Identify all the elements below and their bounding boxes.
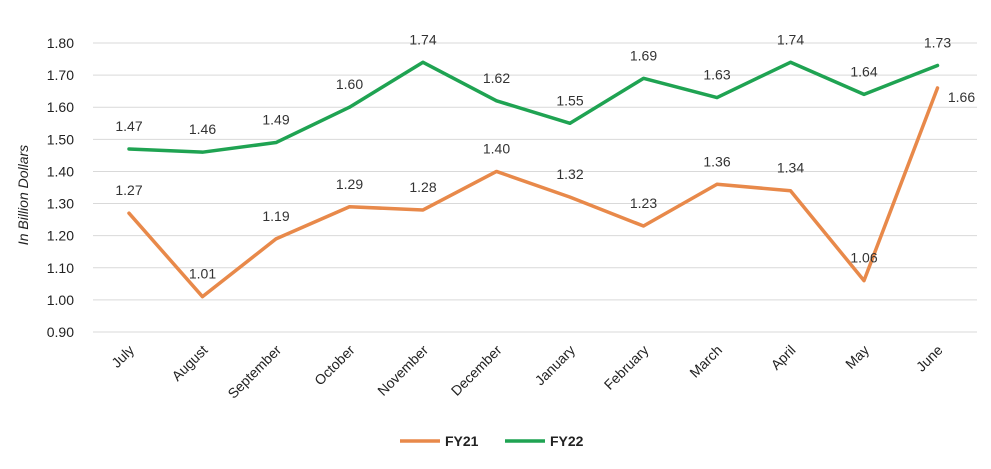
x-tick-label: January xyxy=(532,342,579,389)
x-tick-label: December xyxy=(448,342,505,399)
data-label: 1.23 xyxy=(630,195,657,211)
legend-label-fy22: FY22 xyxy=(550,433,584,449)
data-point xyxy=(568,195,572,199)
x-tick-label: August xyxy=(168,342,210,384)
legend: FY21 FY22 xyxy=(400,433,584,449)
legend-label-fy21: FY21 xyxy=(445,433,479,449)
x-tick-label: May xyxy=(842,342,872,372)
data-point xyxy=(715,96,719,100)
x-tick-label: September xyxy=(224,342,284,402)
y-axis-label: In Billion Dollars xyxy=(15,145,31,245)
data-label: 1.27 xyxy=(115,182,142,198)
data-label: 1.49 xyxy=(262,112,289,128)
data-point xyxy=(568,121,572,125)
data-label: 1.01 xyxy=(189,266,216,282)
data-point xyxy=(201,295,204,299)
data-point xyxy=(274,237,278,241)
data-point xyxy=(789,189,792,193)
x-tick-label: July xyxy=(108,342,137,371)
data-point xyxy=(348,105,351,109)
data-point xyxy=(421,208,425,212)
data-point xyxy=(348,205,351,209)
data-point xyxy=(495,169,498,173)
data-label: 1.66 xyxy=(948,89,975,105)
data-label: 1.28 xyxy=(409,179,436,195)
data-point xyxy=(862,279,866,283)
data-point xyxy=(862,92,866,96)
data-label: 1.74 xyxy=(777,31,804,47)
x-axis-ticks: July August September October November Decemb… xyxy=(108,342,946,402)
data-point xyxy=(127,211,131,215)
data-label: 1.64 xyxy=(850,63,877,79)
y-tick-label: 1.20 xyxy=(47,228,74,244)
data-label: 1.63 xyxy=(703,67,730,83)
data-point xyxy=(127,147,131,151)
data-label: 1.69 xyxy=(630,47,657,63)
y-axis-ticks: 0.90 1.00 1.10 1.20 1.30 1.40 1.50 1.60 1.70 1.80 xyxy=(47,35,74,340)
x-tick-label: February xyxy=(601,342,652,393)
data-label: 1.34 xyxy=(777,160,804,176)
y-tick-label: 1.70 xyxy=(47,67,74,83)
data-label: 1.62 xyxy=(483,70,510,86)
data-point xyxy=(201,150,204,154)
data-label: 1.55 xyxy=(556,92,583,108)
y-tick-label: 1.00 xyxy=(47,292,74,308)
data-point xyxy=(789,60,792,64)
data-label: 1.47 xyxy=(115,118,142,134)
y-tick-label: 1.40 xyxy=(47,163,74,179)
data-label: 1.60 xyxy=(336,76,363,92)
data-label: 1.29 xyxy=(336,176,363,192)
data-label: 1.40 xyxy=(483,140,510,156)
data-point xyxy=(642,76,645,80)
x-tick-label: March xyxy=(686,342,725,381)
y-tick-label: 1.60 xyxy=(47,99,74,115)
data-point xyxy=(642,224,645,228)
data-label: 1.06 xyxy=(850,250,877,266)
data-label: 1.46 xyxy=(189,121,216,137)
series-line-fy22 xyxy=(127,60,940,154)
y-tick-label: 1.50 xyxy=(47,131,74,147)
x-tick-label: October xyxy=(311,342,358,389)
data-label: 1.73 xyxy=(924,34,951,50)
data-point xyxy=(936,63,939,67)
data-label: 1.74 xyxy=(409,31,436,47)
data-point xyxy=(421,60,425,64)
x-tick-label: June xyxy=(913,342,946,375)
x-tick-label: November xyxy=(374,342,431,399)
data-label: 1.19 xyxy=(262,208,289,224)
y-tick-label: 0.90 xyxy=(47,324,74,340)
y-tick-label: 1.30 xyxy=(47,196,74,212)
series-lines xyxy=(127,60,940,299)
data-labels: 1.27 1.01 1.19 1.29 1.28 1.40 1.32 1.23 1.36 1.34… xyxy=(115,31,975,281)
data-point xyxy=(495,99,498,103)
x-tick-label: April xyxy=(767,342,798,373)
data-point xyxy=(274,141,278,145)
series-line-fy21 xyxy=(127,86,940,299)
data-point xyxy=(936,86,939,90)
data-label: 1.36 xyxy=(703,153,730,169)
data-label: 1.32 xyxy=(556,166,583,182)
y-tick-label: 1.80 xyxy=(47,35,74,51)
data-point xyxy=(715,182,719,186)
y-tick-label: 1.10 xyxy=(47,260,74,276)
